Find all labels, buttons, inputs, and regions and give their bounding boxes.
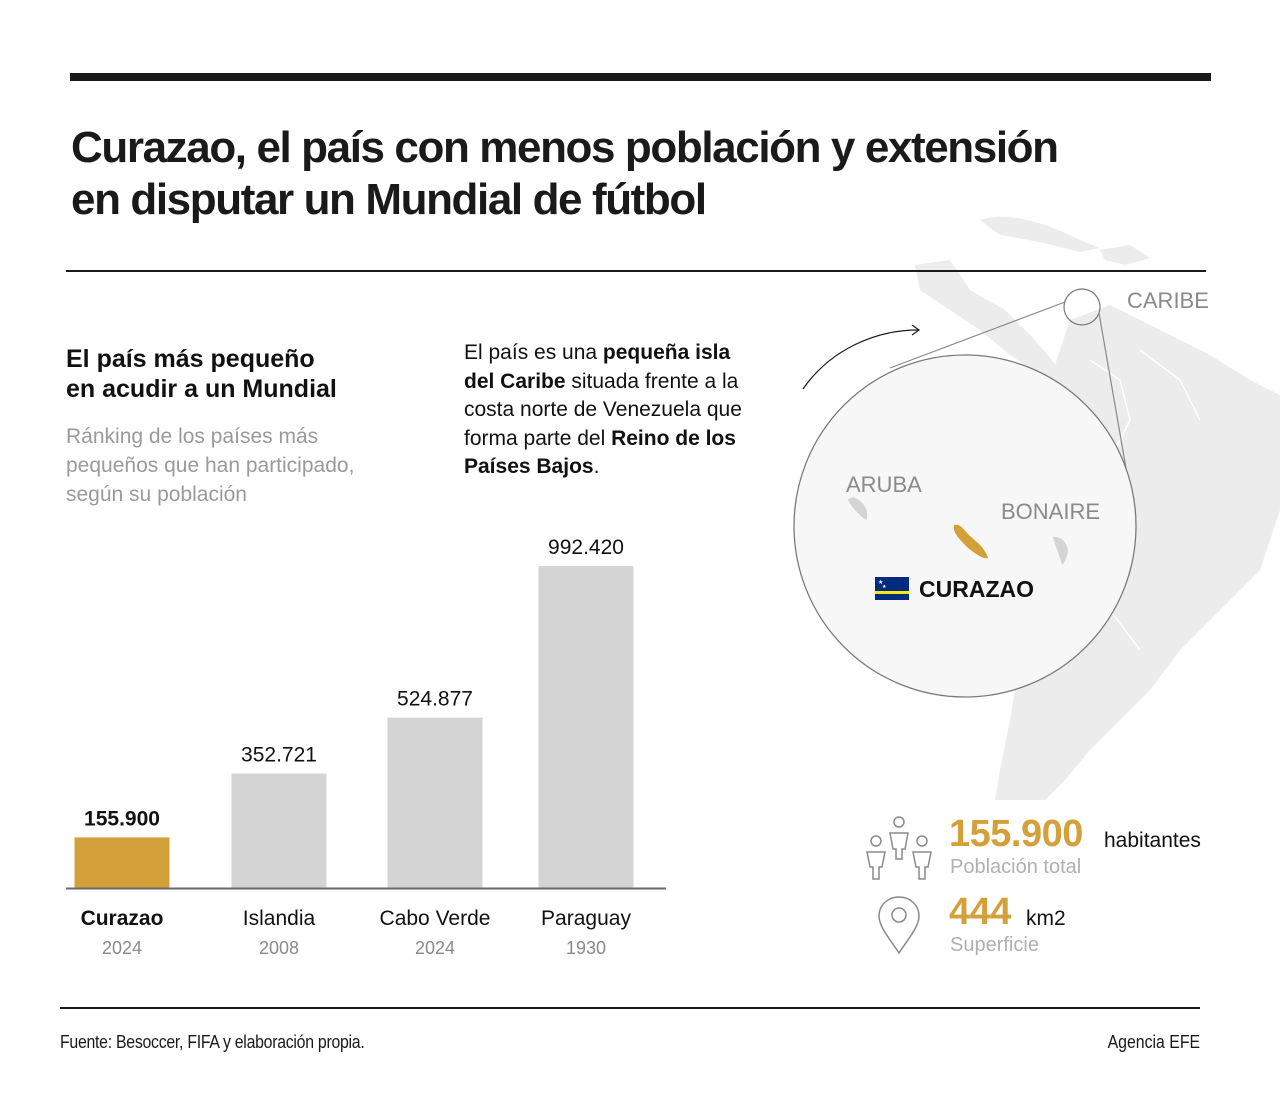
blurb-bold: Reino de los: [611, 426, 736, 450]
population-bar-chart: 155.900 Curazao 2024 352.721 Islandia 2008 524…: [66, 536, 666, 958]
map-label-bonaire: BONAIRE: [1001, 499, 1101, 524]
chart-title-line-2: en acudir a un Mundial: [66, 375, 337, 403]
map-cuba: [980, 216, 1100, 252]
inset-circle: [793, 354, 1137, 698]
year-label: 2008: [259, 938, 299, 958]
category-label: Paraguay: [541, 907, 631, 930]
bar-paraguay: [538, 566, 634, 888]
section-rule: [66, 270, 1206, 272]
title-line-2: en disputar un Mundial de fútbol: [71, 175, 707, 224]
bar-value-label: 524.877: [397, 688, 473, 711]
bar-cabo-verde: [387, 717, 483, 888]
curacao-flag-icon: ★ ★: [875, 577, 909, 600]
arrow-curve: [802, 329, 919, 390]
category-label: Curazao: [81, 907, 164, 930]
map-label-aruba: ARUBA: [846, 472, 922, 497]
blurb-text: costa norte de Venezuela que: [464, 398, 742, 421]
island-curazao: [953, 524, 988, 559]
location-pin-icon: [878, 896, 920, 955]
year-label: 1930: [566, 938, 606, 958]
top-rule: [70, 73, 1211, 81]
category-label: Cabo Verde: [380, 907, 491, 930]
agency-credit: Agencia EFE: [1107, 1032, 1200, 1052]
island-aruba: [848, 497, 868, 520]
blurb-bold: pequeña isla: [602, 341, 731, 364]
bar-value-label: 155.900: [84, 807, 160, 830]
blurb-bold: Países Bajos: [464, 455, 594, 478]
page-title: Curazao, el país con menos población y e…: [71, 122, 1191, 226]
year-label: 2024: [415, 938, 455, 958]
chart-title-line-1: El país más pequeño: [66, 345, 315, 373]
population-value: 155.900: [949, 813, 1083, 855]
people-icon: [866, 816, 932, 880]
area-unit: km2: [1026, 907, 1066, 930]
blurb-text: El país es una: [464, 341, 603, 364]
south-america-map: ★ ★: [793, 216, 1280, 800]
area-caption: Superficie: [950, 934, 1039, 956]
chart-subtitle-line-1: Ránking de los países más: [66, 425, 319, 448]
bar-curazao: [74, 837, 170, 888]
map-label-curazao: CURAZAO: [919, 576, 1034, 602]
blurb-text: situada frente a la: [565, 369, 739, 393]
chart-subtitle-line-3: según su población: [66, 483, 247, 506]
map-hispaniola: [1100, 245, 1150, 265]
blurb-bold: del Caribe: [464, 369, 566, 393]
population-caption: Población total: [950, 856, 1082, 878]
map-label-caribe: CARIBE: [1127, 288, 1209, 313]
locator-circle: [1063, 288, 1101, 326]
bar-value-label: 992.420: [548, 536, 624, 559]
chart-subtitle-line-2: pequeños que han participado,: [66, 454, 355, 477]
bar-value-label: 352.721: [241, 744, 317, 767]
zoom-line-left: [889, 301, 1066, 369]
bar-islandia: [231, 773, 327, 888]
area-value: 444: [949, 891, 1011, 933]
chart-title: El país más pequeño en acudir a un Mundi…: [66, 344, 337, 404]
source-note: Fuente: Besoccer, FIFA y elaboración pro…: [60, 1032, 365, 1052]
population-unit: habitantes: [1104, 829, 1201, 852]
category-label: Islandia: [243, 907, 316, 930]
island-bonaire: [1053, 536, 1068, 565]
info-blurb: El país es una pequeña isla del Caribe s…: [464, 339, 794, 482]
svg-text:★: ★: [878, 579, 883, 586]
blurb-text: forma parte del: [464, 426, 612, 450]
arrow-head-icon: [911, 324, 921, 336]
chart-subtitle: Ránking de los países más pequeños que h…: [66, 422, 354, 509]
blurb-text: .: [593, 455, 600, 478]
footer-rule: [60, 1007, 1200, 1009]
svg-text:★: ★: [882, 584, 887, 590]
year-label: 2024: [102, 938, 142, 958]
title-line-1: Curazao, el país con menos población y e…: [71, 123, 1059, 172]
